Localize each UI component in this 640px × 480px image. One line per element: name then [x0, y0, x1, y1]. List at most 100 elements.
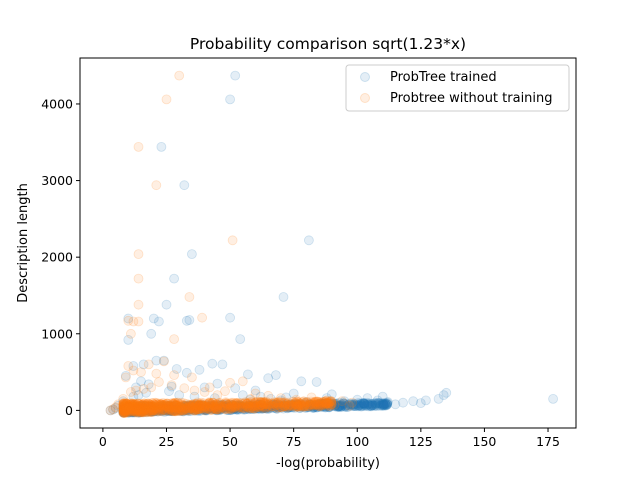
data-point-probtree-without-training: [186, 403, 197, 414]
data-point-probtree-without-training: [281, 398, 292, 409]
data-point-probtree-trained: [140, 402, 151, 413]
data-point-probtree-without-training: [267, 401, 278, 412]
data-point-probtree-trained: [123, 401, 134, 412]
data-point-probtree-trained: [342, 400, 353, 411]
data-point-probtree-without-training: [131, 402, 142, 413]
data-point-probtree-without-training: [211, 399, 222, 410]
data-point-probtree-trained: [200, 405, 211, 415]
data-point-probtree-trained: [339, 398, 350, 409]
data-point-probtree-without-training: [199, 401, 210, 412]
data-point-probtree-trained: [239, 404, 250, 415]
data-point-probtree-without-training: [118, 405, 129, 416]
data-point-probtree-trained: [145, 406, 156, 417]
data-point-probtree-without-training: [196, 397, 207, 408]
data-point-probtree-trained: [382, 397, 393, 407]
data-point-probtree-trained: [329, 400, 340, 410]
data-point-probtree-trained: [118, 406, 129, 417]
data-point-probtree-without-training: [156, 400, 167, 411]
data-point-probtree-without-training: [133, 398, 144, 409]
data-point-probtree-without-training: [207, 397, 218, 408]
data-point-probtree-without-training: [189, 403, 200, 414]
data-point-probtree-trained: [154, 405, 165, 416]
data-point-probtree-trained: [138, 359, 149, 370]
data-point-probtree-trained: [195, 405, 206, 416]
data-point-probtree-trained: [127, 403, 138, 414]
data-point-probtree-trained: [174, 390, 185, 401]
data-point-probtree-without-training: [176, 405, 187, 416]
data-point-probtree-without-training: [323, 399, 334, 410]
data-point-probtree-without-training: [129, 399, 140, 410]
data-point-probtree-trained: [186, 249, 197, 260]
data-point-probtree-trained: [169, 401, 180, 412]
data-point-probtree-trained: [165, 406, 176, 416]
legend-marker-probtree-trained: [360, 72, 370, 82]
data-point-probtree-without-training: [139, 404, 150, 415]
data-point-probtree-trained: [274, 400, 285, 411]
data-point-probtree-trained: [209, 393, 220, 404]
data-point-probtree-trained: [237, 402, 248, 412]
data-point-probtree-trained: [177, 405, 188, 416]
data-point-probtree-trained: [137, 403, 148, 414]
data-point-probtree-without-training: [231, 398, 242, 409]
data-point-probtree-without-training: [194, 400, 205, 411]
data-point-probtree-trained: [145, 403, 156, 414]
data-point-probtree-trained: [165, 401, 176, 411]
data-point-probtree-trained: [123, 313, 134, 324]
data-point-probtree-trained: [379, 400, 390, 410]
data-point-probtree-trained: [146, 328, 157, 339]
data-point-probtree-without-training: [138, 406, 149, 417]
data-point-probtree-without-training: [245, 396, 256, 407]
data-point-probtree-without-training: [119, 398, 129, 409]
data-point-probtree-trained: [362, 399, 373, 410]
data-point-probtree-trained: [303, 402, 313, 413]
data-point-probtree-without-training: [118, 406, 129, 417]
data-point-probtree-trained: [370, 399, 381, 409]
data-point-probtree-without-training: [128, 403, 138, 414]
data-point-probtree-without-training: [223, 402, 234, 413]
data-point-probtree-trained: [243, 404, 254, 415]
data-point-probtree-trained: [249, 403, 260, 414]
data-point-probtree-trained: [179, 401, 190, 412]
data-point-probtree-trained: [180, 404, 191, 415]
data-point-probtree-trained: [119, 403, 130, 414]
data-point-probtree-trained: [189, 391, 200, 402]
data-point-probtree-trained: [148, 401, 159, 412]
data-point-probtree-trained: [338, 398, 349, 409]
data-point-probtree-without-training: [140, 401, 150, 411]
data-point-probtree-trained: [378, 399, 389, 410]
data-point-probtree-trained: [144, 402, 155, 413]
data-point-probtree-trained: [144, 403, 155, 414]
data-point-probtree-without-training: [158, 401, 169, 412]
data-point-probtree-trained: [125, 405, 136, 416]
data-point-probtree-without-training: [124, 404, 135, 414]
data-point-probtree-trained: [170, 405, 180, 416]
data-point-probtree-trained: [311, 402, 322, 413]
data-point-probtree-trained: [171, 404, 182, 415]
data-point-probtree-without-training: [173, 405, 184, 416]
data-point-probtree-without-training: [204, 397, 215, 408]
data-point-probtree-trained: [139, 401, 150, 412]
data-point-probtree-without-training: [150, 402, 161, 413]
data-point-probtree-trained: [377, 391, 388, 402]
data-point-probtree-trained: [143, 405, 154, 416]
data-point-probtree-trained: [348, 401, 359, 412]
data-point-probtree-without-training: [187, 402, 198, 413]
data-point-probtree-trained: [313, 399, 324, 410]
data-point-probtree-without-training: [310, 396, 321, 407]
data-point-probtree-trained: [358, 398, 369, 408]
data-point-probtree-trained: [271, 401, 282, 412]
data-point-probtree-trained: [257, 403, 268, 414]
data-point-probtree-without-training: [165, 406, 176, 417]
data-point-probtree-trained: [288, 402, 299, 413]
data-point-probtree-trained: [251, 401, 262, 412]
data-point-probtree-trained: [120, 406, 130, 417]
data-point-probtree-without-training: [119, 402, 130, 413]
data-point-probtree-trained: [174, 404, 185, 415]
data-point-probtree-trained: [144, 405, 154, 416]
data-point-probtree-without-training: [118, 407, 129, 418]
data-point-probtree-without-training: [199, 387, 210, 397]
data-point-probtree-without-training: [126, 406, 137, 417]
data-point-probtree-without-training: [137, 404, 148, 415]
data-point-probtree-trained: [130, 401, 141, 412]
data-point-probtree-trained: [374, 398, 385, 409]
